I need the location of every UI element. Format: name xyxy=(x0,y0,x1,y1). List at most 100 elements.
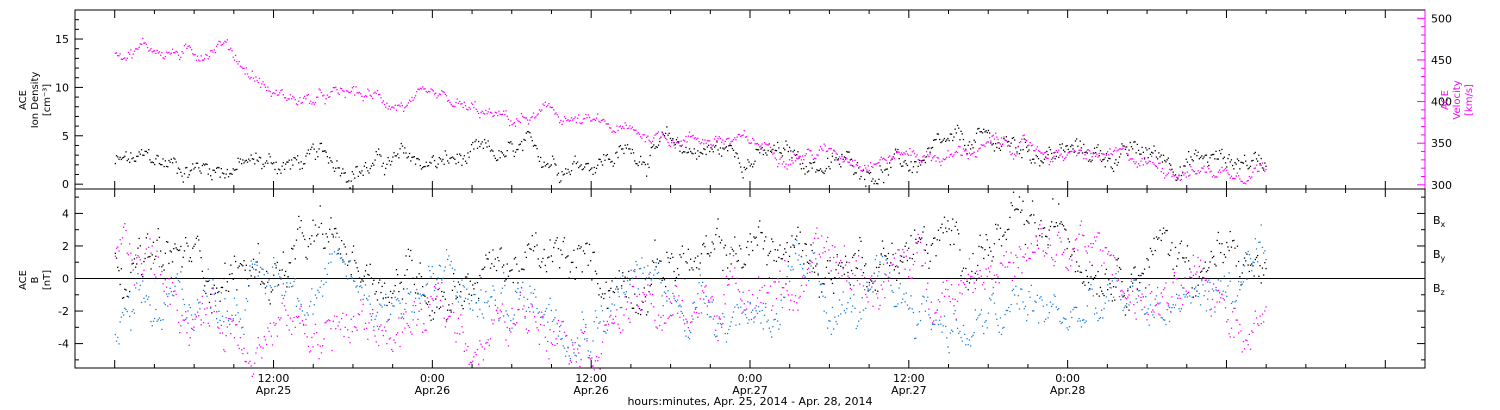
density-point xyxy=(273,162,275,164)
density-point xyxy=(1148,147,1150,150)
bz-point xyxy=(1104,247,1106,249)
velocity-point xyxy=(510,120,512,122)
velocity-point xyxy=(1128,159,1130,161)
by-point xyxy=(1095,307,1097,309)
velocity-point xyxy=(691,135,693,137)
velocity-point xyxy=(697,137,699,139)
bx-point xyxy=(368,274,370,276)
bx-point xyxy=(422,286,424,288)
velocity-point xyxy=(916,154,918,156)
bx-point xyxy=(668,261,670,264)
velocity-point xyxy=(148,50,150,52)
bz-point xyxy=(687,327,689,329)
bz-point xyxy=(586,340,588,342)
bx-point xyxy=(1241,272,1243,274)
bz-point xyxy=(308,351,311,353)
bz-point xyxy=(551,343,554,346)
velocity-point xyxy=(1232,177,1234,180)
velocity-point xyxy=(656,132,658,134)
by-point xyxy=(823,310,825,312)
velocity-point xyxy=(1048,164,1050,166)
velocity-point xyxy=(312,101,314,104)
bz-point xyxy=(436,295,438,297)
bx-point xyxy=(998,238,1000,241)
bx-point xyxy=(263,283,265,285)
velocity-point xyxy=(503,110,505,112)
velocity-point xyxy=(1062,159,1065,162)
velocity-point xyxy=(235,54,237,57)
by-point xyxy=(399,302,401,304)
bz-point xyxy=(787,294,789,296)
density-point xyxy=(1067,148,1069,151)
density-point xyxy=(1101,160,1103,163)
bz-point xyxy=(513,323,515,325)
density-point xyxy=(356,165,358,168)
bz-point xyxy=(374,335,376,337)
by-point xyxy=(1162,319,1165,321)
by-point xyxy=(494,299,496,301)
bz-point xyxy=(316,331,318,334)
density-point xyxy=(646,175,648,177)
bx-point xyxy=(1210,250,1212,253)
density-point xyxy=(974,141,976,143)
density-point xyxy=(378,148,380,150)
bz-point xyxy=(1023,256,1025,259)
by-point xyxy=(981,325,984,327)
by-point xyxy=(792,268,794,271)
by-point xyxy=(850,311,853,313)
velocity-point xyxy=(1235,175,1237,177)
bz-point xyxy=(217,326,219,328)
bx-point xyxy=(935,255,937,257)
velocity-point xyxy=(1165,175,1167,177)
bz-point xyxy=(482,359,485,361)
by-point xyxy=(320,280,323,282)
velocity-point xyxy=(1011,152,1013,155)
density-point xyxy=(1234,162,1236,164)
density-point xyxy=(369,167,371,170)
density-point xyxy=(424,165,426,168)
bx-point xyxy=(737,259,739,262)
bz-point xyxy=(617,323,619,325)
density-point xyxy=(475,139,477,141)
bz-point xyxy=(286,324,288,327)
velocity-point xyxy=(391,106,393,108)
by-point xyxy=(526,298,529,300)
bx-point xyxy=(731,248,733,250)
density-point xyxy=(1152,152,1154,154)
bz-point xyxy=(330,328,332,330)
bz-point xyxy=(256,347,258,349)
velocity-point xyxy=(258,77,261,80)
bz-point xyxy=(628,317,630,320)
bx-point xyxy=(1024,243,1027,246)
by-point xyxy=(322,295,324,297)
velocity-point xyxy=(162,57,164,59)
density-point xyxy=(819,168,822,170)
bz-point xyxy=(270,335,272,337)
velocity-point xyxy=(1027,145,1029,147)
by-point xyxy=(983,332,985,335)
bz-point xyxy=(1199,259,1202,261)
density-point xyxy=(473,148,475,150)
bz-point xyxy=(529,311,531,313)
bx-point xyxy=(648,291,650,293)
density-point xyxy=(1117,161,1119,164)
by-point xyxy=(611,303,613,305)
by-point xyxy=(1124,305,1127,307)
velocity-point xyxy=(299,97,301,99)
bz-point xyxy=(987,267,990,269)
density-point xyxy=(580,164,582,166)
density-point xyxy=(805,165,807,168)
by-point xyxy=(1016,303,1018,305)
velocity-point xyxy=(185,43,187,45)
bx-point xyxy=(497,256,499,259)
velocity-point xyxy=(1164,177,1166,179)
bz-point xyxy=(312,346,314,348)
density-point xyxy=(594,172,597,174)
bx-point xyxy=(681,245,683,247)
by-point xyxy=(229,323,231,326)
density-point xyxy=(709,150,711,153)
by-point xyxy=(1073,306,1075,309)
bz-point xyxy=(679,316,681,318)
velocity-point xyxy=(260,86,262,88)
velocity-point xyxy=(604,120,606,122)
